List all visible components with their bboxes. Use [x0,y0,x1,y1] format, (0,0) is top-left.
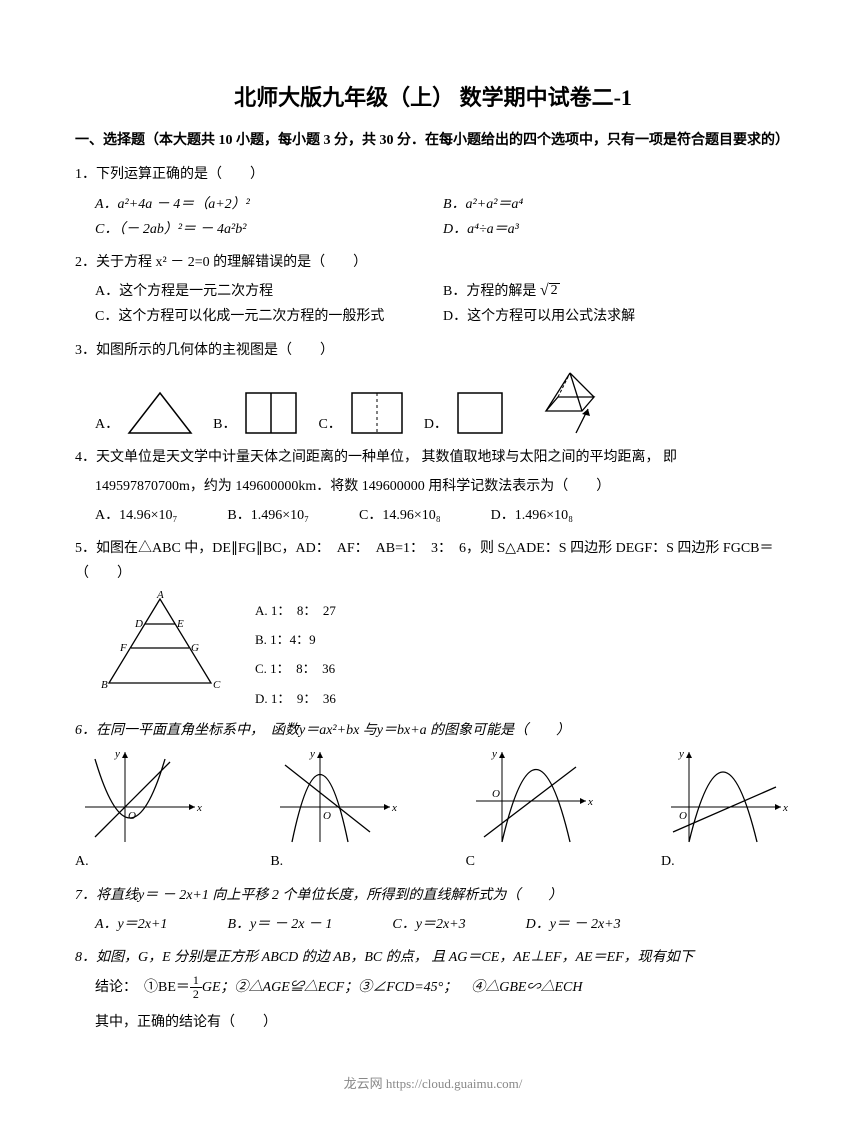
q5-opt-c: C. 1： 8： 36 [255,657,336,680]
svg-text:O: O [323,810,331,822]
svg-text:x: x [782,802,788,814]
svg-text:x: x [196,802,202,814]
svg-text:y: y [114,748,120,760]
q1-opt-c: C．（－ 2ab）²＝ － 4a²b² [95,217,443,242]
q4-opt-c: C．14.96×10₈ [359,503,441,528]
q4-opt-b: B．1.496×10₇ [227,503,309,528]
q8-stem: 8．如图，G，E 分别是正方形 ABCD 的边 AB，BC 的点， 且 AG＝C… [75,945,791,970]
question-8: 8．如图，G，E 分别是正方形 ABCD 的边 AB，BC 的点， 且 AG＝C… [75,945,791,1035]
q6-opt-a: x y O A. [75,747,205,874]
q7-opt-b: B．y＝ － 2x － 1 [227,912,332,937]
q1-opt-d: D．a⁴÷a＝a³ [443,217,791,242]
svg-text:G: G [191,642,199,654]
q8-line3: 其中，正确的结论有（ ） [75,1010,791,1035]
page-footer: 龙云网 https://cloud.guaimu.com/ [0,1073,866,1092]
svg-text:x: x [587,796,593,808]
q8-line2: 结论： ①BE＝12GE；②△AGE≌△ECF；③∠FCD=45°； ④△GBE… [75,974,791,1001]
q6-opt-c: x y O C [466,747,596,874]
svg-text:E: E [176,618,184,630]
svg-text:F: F [119,642,127,654]
q6-opt-b: x y O B. [270,747,400,874]
q4-opt-d: D．1.496×10₈ [491,503,573,528]
question-7: 7．将直线y＝ － 2x+1 向上平移 2 个单位长度，所得到的直线解析式为（ … [75,883,791,937]
svg-text:y: y [309,748,315,760]
triangle-icon [125,389,195,437]
svg-text:O: O [679,810,687,822]
q2-opt-d: D．这个方程可以用公式法求解 [443,304,791,329]
q3-opt-d: D． [424,389,506,437]
q3-opt-c: C． [318,389,405,437]
question-2: 2．关于方程 x² － 2=0 的理解错误的是（ ） A．这个方程是一元二次方程… [75,250,791,330]
question-5: 5．如图在△ABC 中，DE∥FG∥BC，AD： AF： AB=1： 3： 6，… [75,536,791,710]
svg-text:C: C [213,679,221,691]
q3-opt-a: A． [95,389,195,437]
q6-opt-d: x y O D. [661,747,791,874]
graph-b-icon: x y O [270,747,400,847]
svg-text:y: y [491,748,497,760]
q1-stem: 1．下列运算正确的是（ ） [75,162,791,187]
svg-text:B: B [101,679,108,691]
graph-d-icon: x y O [661,747,791,847]
q1-opt-b: B．a²+a²＝a⁴ [443,192,791,217]
q7-stem: 7．将直线y＝ － 2x+1 向上平移 2 个单位长度，所得到的直线解析式为（ … [75,883,791,908]
page-title: 北师大版九年级（上） 数学期中试卷二-1 [75,80,791,112]
q5-opt-a: A. 1： 8： 27 [255,599,336,622]
q2-stem: 2．关于方程 x² － 2=0 的理解错误的是（ ） [75,250,791,275]
graph-a-icon: x y O [75,747,205,847]
question-4: 4．天文单位是天文学中计量天体之间距离的一种单位， 其数值取地球与太阳之间的平均… [75,445,791,529]
svg-text:y: y [678,748,684,760]
q7-opt-a: A．y＝2x+1 [95,912,167,937]
q4-stem-2: 149597870700m，约为 149600000km．将数 14960000… [75,474,791,499]
q4-opt-a: A．14.96×10₇ [95,503,177,528]
q4-stem-1: 4．天文单位是天文学中计量天体之间距离的一种单位， 其数值取地球与太阳之间的平均… [75,445,791,470]
q2-opt-c: C．这个方程可以化成一元二次方程的一般形式 [95,304,443,329]
prism-3d-icon [524,367,614,437]
q6-stem: 6．在同一平面直角坐标系中， 函数y＝ax²+bx 与y＝bx+a 的图象可能是… [75,718,791,743]
q5-stem: 5．如图在△ABC 中，DE∥FG∥BC，AD： AF： AB=1： 3： 6，… [75,536,791,586]
svg-text:D: D [134,618,143,630]
q3-opt-b: B． [213,389,300,437]
question-1: 1．下列运算正确的是（ ） A．a²+4a － 4＝（a+2）² B．a²+a²… [75,162,791,242]
q1-opt-a: A．a²+4a － 4＝（a+2）² [95,192,443,217]
q2-opt-b: B．方程的解是 √2 [443,279,791,304]
section-heading: 一、选择题（本大题共 10 小题，每小题 3 分，共 30 分．在每小题给出的四… [75,130,791,152]
q7-opt-c: C．y＝2x+3 [392,912,465,937]
svg-text:O: O [128,810,136,822]
q5-opt-b: B. 1：4：9 [255,628,336,651]
svg-text:O: O [492,788,500,800]
q5-opt-d: D. 1： 9： 36 [255,687,336,710]
svg-text:x: x [391,802,397,814]
question-3: 3．如图所示的几何体的主视图是（ ） A． B． C． D． [75,338,791,437]
rect-split-icon [242,389,300,437]
rect-dashed-icon [348,389,406,437]
square-icon [454,389,506,437]
q2-opt-a: A．这个方程是一元二次方程 [95,279,443,304]
triangle-parallels-icon: A D E F G B C [95,591,225,691]
q3-stem: 3．如图所示的几何体的主视图是（ ） [75,338,791,363]
svg-text:A: A [156,591,164,601]
question-6: 6．在同一平面直角坐标系中， 函数y＝ax²+bx 与y＝bx+a 的图象可能是… [75,718,791,874]
graph-c-icon: x y O [466,747,596,847]
q7-opt-d: D．y＝ － 2x+3 [526,912,621,937]
